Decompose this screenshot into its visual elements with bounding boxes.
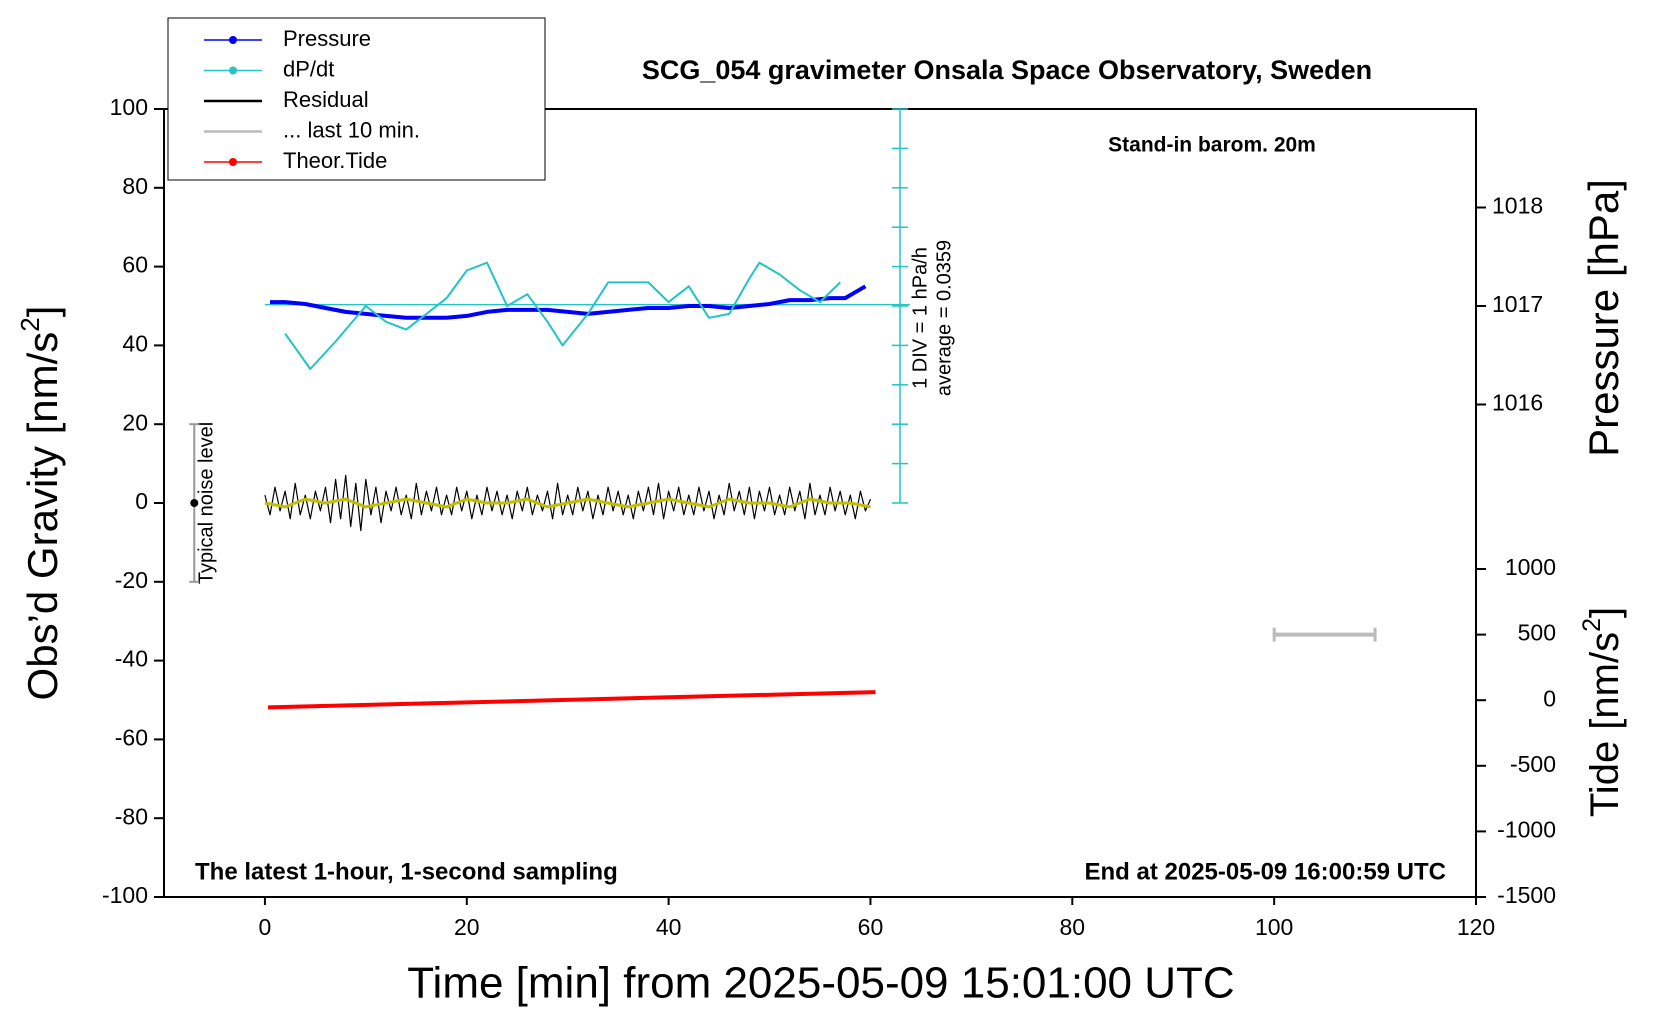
- x-tick-label: 60: [858, 914, 884, 940]
- y2-tick-label: 1017: [1492, 291, 1543, 317]
- y-tick-label: 100: [110, 94, 148, 120]
- y3-tick-label: 1000: [1505, 554, 1556, 580]
- y-label-end: ]: [19, 306, 66, 318]
- legend: Pressure dP/dt Residual ... last 10 min. The…: [167, 17, 546, 181]
- series-line: [270, 284, 867, 320]
- y-tick-label: -100: [102, 882, 148, 908]
- y-tick-label: 60: [122, 252, 148, 278]
- series-line: [264, 474, 872, 532]
- y-tick-label: -40: [115, 646, 148, 672]
- note-right: End at 2025-05-09 16:00:59 UTC: [1085, 858, 1447, 885]
- y3-label-text: Tide [nm/s: [1583, 632, 1627, 817]
- y3-label-end: ]: [1583, 607, 1627, 618]
- noise-label: Typical noise level: [195, 422, 217, 584]
- legend-marker: [229, 158, 237, 166]
- series-line: [267, 690, 876, 710]
- legend-label: ... last 10 min.: [283, 117, 420, 142]
- x-tick-label: 0: [259, 914, 272, 940]
- dpdt-average-label: average = 0.0359: [933, 240, 955, 396]
- note-left: The latest 1-hour, 1-second sampling: [195, 858, 618, 885]
- legend-marker: [229, 36, 237, 44]
- x-tick-label: 20: [454, 914, 480, 940]
- y-tick-label: 40: [122, 330, 148, 356]
- dpdt-scale-label: 1 DIV = 1 hPa/h: [909, 247, 931, 389]
- y2-axis-label: Pressure [hPa]: [1580, 179, 1627, 457]
- subtitle: Stand-in barom. 20m: [1108, 134, 1316, 157]
- y-label-text: Obs’d Gravity [nm/s: [19, 332, 66, 701]
- y3-label-sup: 2: [1578, 618, 1606, 632]
- y2-tick-label: 1018: [1492, 193, 1543, 219]
- y-tick-label: -20: [115, 567, 148, 593]
- x-tick-label: 80: [1060, 914, 1086, 940]
- legend-label: dP/dt: [283, 56, 334, 81]
- y-tick-label: 20: [122, 409, 148, 435]
- y-tick-label: 80: [122, 173, 148, 199]
- y3-tick-label: -500: [1510, 751, 1556, 777]
- y-label-sup: 2: [15, 317, 45, 331]
- y-tick-label: -60: [115, 724, 148, 750]
- legend-marker: [229, 66, 237, 75]
- x-tick-label: 100: [1255, 914, 1293, 940]
- y3-tick-label: -1000: [1497, 816, 1556, 842]
- y3-tick-label: -1500: [1497, 882, 1556, 908]
- y3-axis-label: Tide [nm/s2]: [1578, 607, 1627, 817]
- legend-label: Residual: [283, 87, 369, 112]
- legend-label: Pressure: [283, 26, 371, 51]
- y-tick-label: -80: [115, 803, 148, 829]
- y-tick-label: 0: [135, 488, 148, 514]
- y-axis-label: Obs’d Gravity [nm/s2]: [15, 306, 66, 701]
- chart-title: SCG_054 gravimeter Onsala Space Observat…: [642, 55, 1372, 85]
- x-tick-label: 40: [656, 914, 682, 940]
- series-line: [284, 261, 841, 370]
- plot-frame: [163, 108, 1477, 898]
- noise-center: [190, 499, 199, 507]
- legend-label: Theor.Tide: [283, 148, 387, 173]
- y3-tick-label: 0: [1543, 685, 1556, 711]
- y2-tick-label: 1016: [1492, 390, 1543, 416]
- x-axis-label: Time [min] from 2025-05-09 15:01:00 UTC: [407, 959, 1234, 1008]
- legend-box: [167, 17, 546, 181]
- x-tick-label: 120: [1457, 914, 1495, 940]
- y3-tick-label: 500: [1518, 620, 1556, 646]
- series-line: [264, 497, 871, 509]
